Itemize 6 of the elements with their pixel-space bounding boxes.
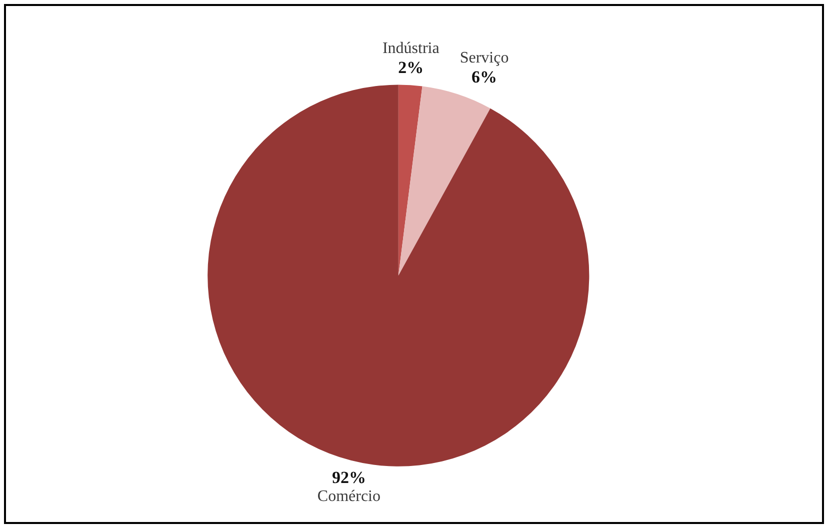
- data-label: 6%: [472, 68, 498, 87]
- slice-label: Indústria: [382, 40, 440, 58]
- data-label: 2%: [398, 58, 424, 78]
- data-label: 92%: [332, 468, 366, 488]
- slice-label: Comércio: [317, 488, 381, 506]
- slice-label: Serviço: [460, 50, 509, 67]
